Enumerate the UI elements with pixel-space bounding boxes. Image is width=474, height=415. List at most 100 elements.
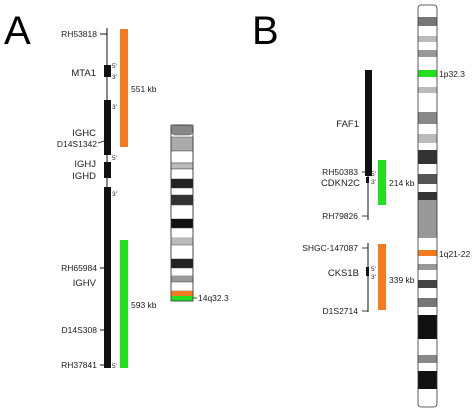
chr1-band (418, 5, 437, 17)
chr14-band (170, 204, 194, 220)
orange-region-a (120, 29, 128, 147)
chr1-band (418, 270, 437, 280)
label-d14s308: D14S308 (62, 325, 98, 335)
green-region-a (120, 240, 128, 368)
band-label-14q32: 14q32.3 (198, 293, 229, 303)
chr1-band (418, 184, 437, 192)
chr1-band (418, 134, 437, 143)
chr14-band (170, 136, 194, 152)
chr14-band (171, 219, 193, 228)
chr1-band (418, 57, 437, 70)
chr1-band (418, 112, 437, 124)
chr1-band (418, 280, 437, 288)
gene-block-ighv (104, 187, 111, 368)
chr14-band-green (171, 296, 193, 301)
chr14-band (170, 227, 194, 239)
end-label-mta1-5: 5' (112, 63, 117, 70)
label-d1s2714: D1S2714 (323, 306, 359, 316)
chr14-band (171, 179, 193, 188)
chr14-band (170, 267, 194, 277)
chr1-band (418, 264, 437, 270)
chr14-band (170, 168, 194, 180)
chr14-band (171, 276, 193, 282)
panel-b-letter: B (252, 9, 279, 53)
chr1-band (418, 42, 437, 50)
label-rh37841: RH37841 (61, 360, 97, 370)
chr1-centromere (418, 200, 437, 238)
gene-block-cdkn2c (366, 177, 369, 183)
gene-block-cks1b (366, 267, 369, 276)
orange-region-b (378, 244, 386, 310)
chr1-band (418, 339, 437, 355)
band-label-1p32: 1p32.3 (439, 69, 465, 79)
chr14-band (170, 281, 194, 292)
chr14-band (171, 238, 193, 245)
chr1-band (418, 256, 437, 264)
label-rh53818: RH53818 (61, 29, 97, 39)
chr1-band (418, 288, 437, 298)
chr1-band (418, 363, 437, 371)
gene-block-ighc (104, 100, 111, 155)
chr14-band (170, 162, 194, 170)
end-label-cdkn2c-3: 3' (371, 179, 376, 186)
chr1-band-green (418, 70, 437, 77)
label-rh50383: RH50383 (322, 167, 358, 177)
band-label-1q21: 1q21-22 (439, 249, 470, 259)
label-rh65984: RH65984 (61, 263, 97, 273)
end-label-mta1-3: 3' (112, 74, 117, 81)
green-region-b (378, 160, 386, 205)
end-label-ighv-5: 5' (112, 363, 117, 370)
size-orange-b: 339 kb (389, 275, 415, 285)
chr14-band-orange (171, 291, 193, 296)
chr1-band-orange (418, 250, 437, 256)
label-faf1: FAF1 (336, 119, 359, 130)
chr1-band (418, 50, 437, 57)
chr14-band (171, 259, 193, 268)
chr1-band (418, 371, 437, 389)
label-cdkn2c: CDKN2C (321, 178, 360, 189)
chr1-band (418, 315, 437, 339)
chr1-band (418, 238, 437, 250)
end-label-cks1b-5: 5' (371, 266, 376, 273)
chr14-band (170, 124, 194, 136)
chr1-outline (417, 4, 438, 408)
chr14-band (170, 244, 194, 260)
end-label-ighj-5: 5' (112, 155, 117, 162)
size-green-b: 214 kb (389, 178, 415, 188)
chr1-band (418, 26, 437, 36)
chr1-band (418, 298, 437, 307)
chr1-band (418, 77, 437, 87)
chr14-outline (170, 124, 194, 302)
chr1-band (418, 93, 437, 112)
label-ighj: IGHJ (74, 159, 96, 170)
label-ighd: IGHD (72, 171, 96, 182)
label-rh79826: RH79826 (322, 211, 358, 221)
label-ighc: IGHC (72, 128, 96, 139)
chr14-band (171, 195, 193, 205)
size-orange-a: 551 kb (131, 84, 157, 94)
gene-block-faf1 (365, 70, 372, 176)
chr1-band (418, 355, 437, 363)
chr1-band (418, 174, 437, 184)
end-label-cdkn2c-5: 5' (371, 171, 376, 178)
chr1-band (418, 164, 437, 174)
gene-block-mta1 (104, 65, 111, 77)
label-d14s1342: D14S1342 (57, 139, 97, 149)
chr1-band (418, 150, 437, 164)
chr1-band (418, 36, 437, 42)
end-label-cks1b-3: 3' (371, 274, 376, 281)
end-label-ighc-3: 3' (112, 104, 117, 111)
panel-a-letter: A (4, 9, 31, 53)
gene-block-ighj-ighd (104, 162, 111, 178)
chr1-band (418, 143, 437, 150)
chr14-band (170, 150, 194, 164)
chr1-band (418, 192, 437, 200)
chr14-band (170, 187, 194, 196)
chr1-band (418, 389, 437, 407)
chr1-band (418, 17, 437, 26)
end-label-ighv-3: 3' (112, 191, 117, 198)
chromosome-14-ideogram (170, 124, 194, 302)
chr1-band (418, 87, 437, 93)
chromosome-1-ideogram (417, 4, 438, 408)
